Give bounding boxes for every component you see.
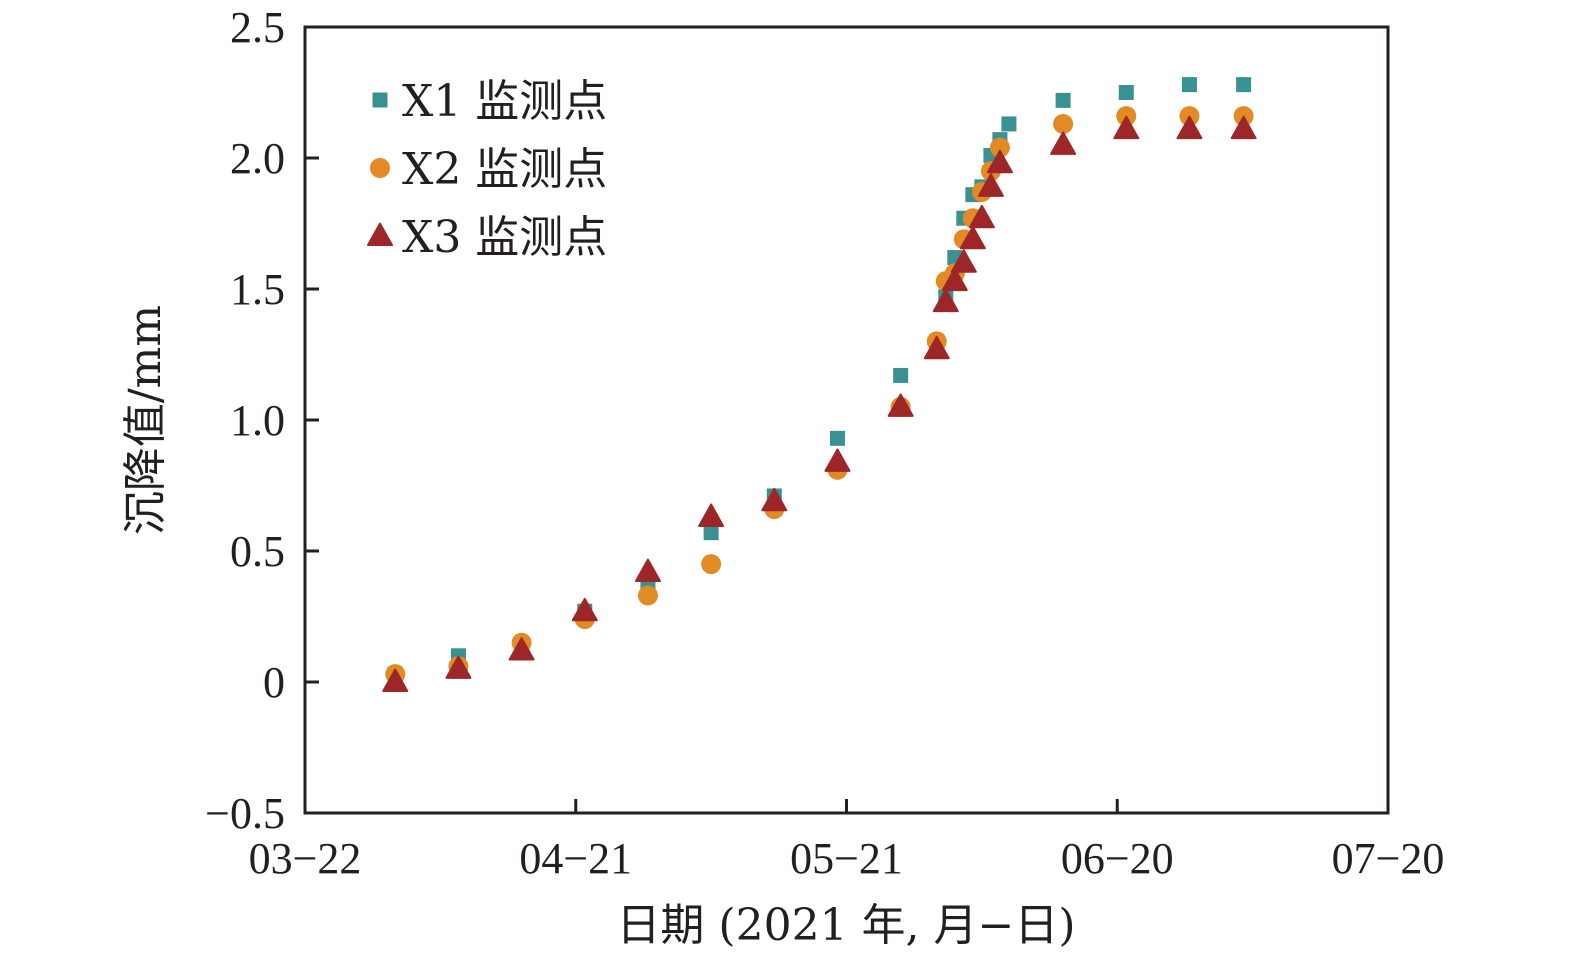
data-point-square <box>1001 116 1017 132</box>
data-point-triangle <box>1230 115 1257 140</box>
x-axis-title: 日期 (2021 年, 月−日) <box>616 900 1075 951</box>
data-point-triangle <box>1176 115 1203 140</box>
data-point-square <box>1055 92 1071 108</box>
data-point-triangle <box>968 204 995 229</box>
data-point-square <box>703 525 719 541</box>
data-point-triangle <box>1113 115 1140 140</box>
y-tick-label: 2.5 <box>230 3 285 52</box>
y-tick-label: 0.5 <box>230 527 285 576</box>
data-point-triangle <box>941 267 968 292</box>
x-tick-label: 03−22 <box>249 834 362 883</box>
x-axis: 03−22 04−21 05−21 06−20 07−20 <box>249 799 1445 883</box>
data-point-triangle <box>382 668 409 692</box>
x-tick-label: 06−20 <box>1061 834 1174 883</box>
x-tick-label: 05−21 <box>790 834 903 883</box>
data-point-triangle <box>950 249 977 273</box>
data-point-triangle <box>634 558 661 582</box>
data-point-triangle <box>977 173 1004 197</box>
series-3 <box>382 115 1257 692</box>
data-point-triangle <box>824 448 851 472</box>
data-point-triangle <box>698 503 725 527</box>
legend-label: X1 监测点 <box>402 76 607 127</box>
legend-label: X3 监测点 <box>402 212 607 263</box>
x-tick-label: 07−20 <box>1332 834 1445 883</box>
data-point-triangle <box>508 637 535 661</box>
y-tick-label: −0.5 <box>205 789 285 838</box>
legend-label: X2 监测点 <box>402 144 607 195</box>
data-point-square <box>1236 77 1252 93</box>
data-point-triangle <box>887 393 914 417</box>
data-point-triangle <box>932 288 959 313</box>
legend-marker-square <box>372 92 388 108</box>
data-point-square <box>893 367 909 383</box>
data-point-circle <box>989 137 1010 158</box>
x-tick-label: 04−21 <box>519 834 632 883</box>
y-tick-label: 0 <box>263 658 285 707</box>
data-point-triangle <box>445 655 472 679</box>
y-axis-title: 沉降值/mm <box>120 305 171 535</box>
data-point-circle <box>1053 113 1074 134</box>
y-tick-label: 2.0 <box>230 134 285 183</box>
y-tick-label: 1.5 <box>230 265 285 314</box>
data-point-triangle <box>959 225 986 250</box>
legend: X1 监测点 X2 监测点 X3 监测点 <box>367 76 607 263</box>
legend-marker-triangle <box>367 222 393 246</box>
data-point-square <box>1118 85 1134 100</box>
y-tick-label: 1.0 <box>230 396 285 445</box>
y-axis: −0.5 0 0.5 1.0 1.5 2.0 2.5 <box>205 3 319 838</box>
data-point-triangle <box>1050 131 1077 155</box>
data-point-square <box>1181 77 1197 93</box>
data-point-circle <box>701 554 722 575</box>
data-markers <box>382 77 1257 692</box>
data-point-circle <box>637 585 658 606</box>
legend-marker-circle <box>370 158 390 178</box>
data-point-triangle <box>571 597 598 622</box>
data-point-triangle <box>986 149 1013 174</box>
data-point-triangle <box>923 335 950 360</box>
data-point-triangle <box>761 487 788 512</box>
data-point-square <box>829 430 845 446</box>
